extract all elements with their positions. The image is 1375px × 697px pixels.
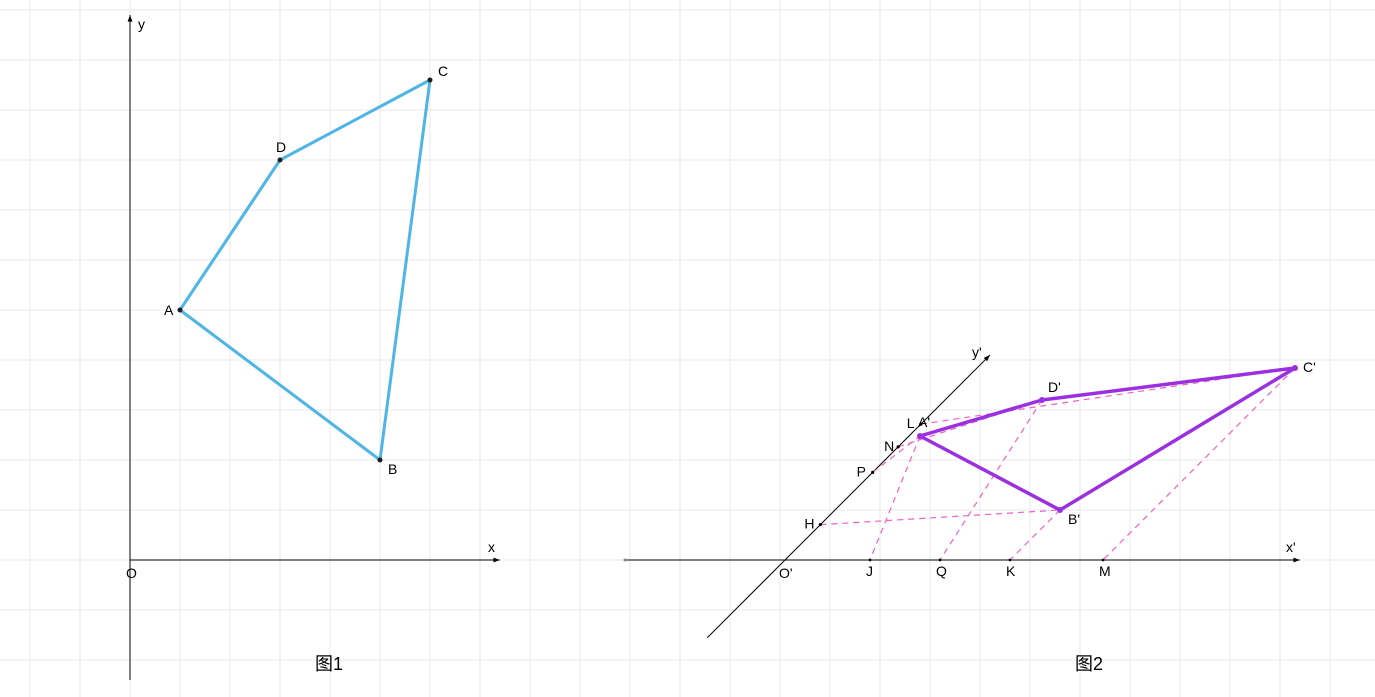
svg-text:O': O' <box>779 565 793 581</box>
svg-text:C: C <box>438 63 448 79</box>
svg-text:M: M <box>1099 563 1111 579</box>
svg-text:P: P <box>857 463 866 479</box>
caption-fig2: 图2 <box>1075 650 1103 676</box>
svg-text:N: N <box>884 438 894 454</box>
svg-text:D': D' <box>1048 379 1061 395</box>
svg-text:x': x' <box>1286 539 1296 555</box>
svg-text:y: y <box>138 16 145 32</box>
diagram-canvas: x y Ox' y' O' A B C D A' B' C' D' LN P H J Q K M <box>0 0 1375 697</box>
svg-text:y': y' <box>972 344 982 360</box>
svg-text:K: K <box>1006 563 1016 579</box>
caption-fig1: 图1 <box>315 650 343 676</box>
svg-text:J: J <box>866 563 873 579</box>
svg-text:D: D <box>276 139 286 155</box>
grid-layer <box>0 0 1375 697</box>
svg-text:Q: Q <box>936 563 947 579</box>
svg-text:O: O <box>126 565 137 581</box>
svg-text:x: x <box>488 539 495 555</box>
axes-layer: x y Ox' y' O' <box>126 15 1300 680</box>
svg-text:B: B <box>388 461 397 477</box>
svg-text:L: L <box>907 415 915 431</box>
svg-text:C': C' <box>1303 359 1316 375</box>
svg-text:A': A' <box>918 414 930 430</box>
svg-text:B': B' <box>1068 511 1080 527</box>
fig1-layer <box>178 78 433 463</box>
svg-text:H: H <box>804 516 814 532</box>
svg-text:A: A <box>164 302 174 318</box>
labels-layer: A B C D A' B' C' D' LN P H J Q K M <box>164 63 1316 579</box>
